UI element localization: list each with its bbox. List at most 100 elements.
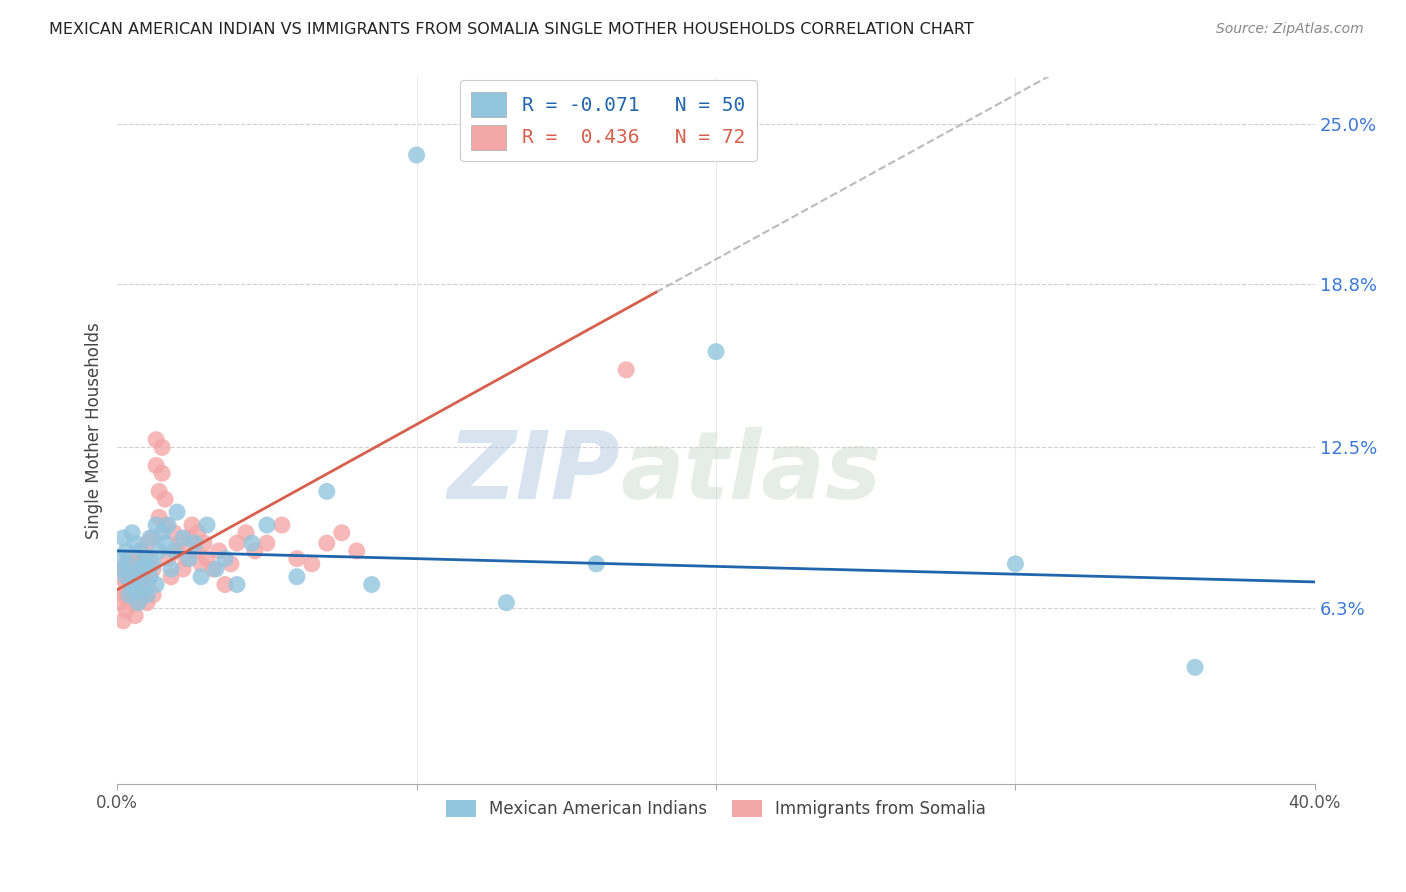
Text: MEXICAN AMERICAN INDIAN VS IMMIGRANTS FROM SOMALIA SINGLE MOTHER HOUSEHOLDS CORR: MEXICAN AMERICAN INDIAN VS IMMIGRANTS FR… xyxy=(49,22,974,37)
Point xyxy=(172,531,194,545)
Point xyxy=(112,562,135,576)
Point xyxy=(124,608,146,623)
Point xyxy=(121,562,143,576)
Point xyxy=(330,525,353,540)
Point xyxy=(145,433,167,447)
Point xyxy=(112,614,135,628)
Point xyxy=(129,562,152,576)
Point xyxy=(142,562,165,576)
Point xyxy=(145,458,167,473)
Point xyxy=(148,484,170,499)
Point xyxy=(121,596,143,610)
Point xyxy=(187,525,209,540)
Point xyxy=(256,536,278,550)
Point xyxy=(115,557,138,571)
Point xyxy=(190,557,212,571)
Point xyxy=(127,570,149,584)
Point xyxy=(124,536,146,550)
Point xyxy=(169,536,191,550)
Point xyxy=(118,557,141,571)
Point xyxy=(115,570,138,584)
Point xyxy=(129,577,152,591)
Point xyxy=(136,596,159,610)
Point xyxy=(121,577,143,591)
Point xyxy=(219,557,242,571)
Point xyxy=(134,582,156,597)
Point xyxy=(118,551,141,566)
Point xyxy=(127,588,149,602)
Point xyxy=(195,551,218,566)
Point xyxy=(166,544,188,558)
Point xyxy=(301,557,323,571)
Point xyxy=(174,551,197,566)
Point xyxy=(315,484,337,499)
Point xyxy=(704,344,727,359)
Point xyxy=(129,562,152,576)
Text: atlas: atlas xyxy=(620,427,882,519)
Point xyxy=(157,518,180,533)
Point xyxy=(285,570,308,584)
Point xyxy=(270,518,292,533)
Point xyxy=(495,596,517,610)
Point xyxy=(346,544,368,558)
Point xyxy=(124,582,146,597)
Point xyxy=(129,544,152,558)
Point xyxy=(585,557,607,571)
Point xyxy=(118,570,141,584)
Point xyxy=(177,551,200,566)
Point xyxy=(134,557,156,571)
Point xyxy=(136,536,159,550)
Point xyxy=(142,588,165,602)
Point xyxy=(214,551,236,566)
Point xyxy=(134,551,156,566)
Point xyxy=(226,577,249,591)
Point xyxy=(240,536,263,550)
Point xyxy=(139,570,162,584)
Point xyxy=(1004,557,1026,571)
Point xyxy=(150,525,173,540)
Point xyxy=(127,551,149,566)
Point xyxy=(115,544,138,558)
Point xyxy=(108,570,131,584)
Point xyxy=(193,536,215,550)
Point xyxy=(121,582,143,597)
Point xyxy=(112,562,135,576)
Point xyxy=(201,562,224,576)
Point xyxy=(226,536,249,550)
Point xyxy=(614,363,637,377)
Point xyxy=(181,518,204,533)
Point xyxy=(115,588,138,602)
Point xyxy=(184,536,207,550)
Legend: Mexican American Indians, Immigrants from Somalia: Mexican American Indians, Immigrants fro… xyxy=(439,793,993,825)
Point xyxy=(166,505,188,519)
Point xyxy=(124,557,146,571)
Point xyxy=(1184,660,1206,674)
Point xyxy=(190,570,212,584)
Point xyxy=(214,577,236,591)
Point xyxy=(172,562,194,576)
Point xyxy=(315,536,337,550)
Point xyxy=(115,603,138,617)
Point xyxy=(139,570,162,584)
Point xyxy=(142,531,165,545)
Point xyxy=(153,536,176,550)
Point xyxy=(157,551,180,566)
Point xyxy=(127,596,149,610)
Point xyxy=(136,577,159,591)
Point xyxy=(177,531,200,545)
Point xyxy=(160,562,183,576)
Point xyxy=(163,525,186,540)
Point xyxy=(243,544,266,558)
Text: ZIP: ZIP xyxy=(447,427,620,519)
Point xyxy=(163,544,186,558)
Point xyxy=(118,588,141,602)
Point xyxy=(150,441,173,455)
Point xyxy=(285,551,308,566)
Point xyxy=(127,570,149,584)
Point xyxy=(112,588,135,602)
Point xyxy=(148,510,170,524)
Point xyxy=(256,518,278,533)
Point xyxy=(405,148,427,162)
Point xyxy=(115,577,138,591)
Point xyxy=(142,557,165,571)
